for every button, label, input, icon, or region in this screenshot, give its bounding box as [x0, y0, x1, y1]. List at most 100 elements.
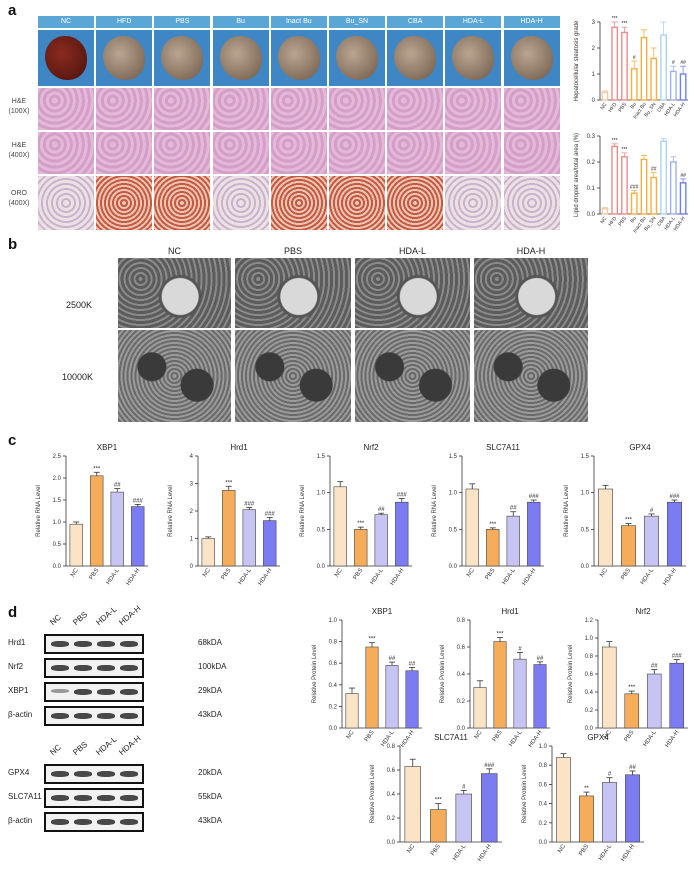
- rna-hrd1-chart: Hrd1 Relative RNA Level 0 1 2 3 4 NC *** PBS ### HD…: [168, 443, 280, 587]
- significance-label: ***: [435, 798, 443, 804]
- bar: [669, 662, 685, 729]
- significance-label: ##: [629, 765, 636, 771]
- tem-10000k-image: [118, 330, 231, 422]
- liver-specimen: [452, 36, 495, 80]
- group-header: PBS: [154, 16, 211, 28]
- bar: [506, 515, 520, 567]
- blot-band: [120, 795, 138, 801]
- x-tick-label: NC: [557, 843, 567, 854]
- bar: [650, 176, 658, 215]
- blot-protein-label: Nrf2: [8, 662, 24, 671]
- y-tick-label: 2: [190, 509, 194, 515]
- significance-label: ###: [484, 763, 495, 769]
- blot-band: [120, 665, 138, 671]
- bar: [624, 693, 640, 729]
- western-blot-area: NC PBS HDA-L HDA-H Hrd1 68kDA Nrf2 100kDA XBP1 29…: [0, 600, 300, 869]
- row-label-he-400x: H&E (400X): [8, 142, 30, 159]
- x-tick-label: PBS: [221, 568, 233, 581]
- y-tick-label: 0.2: [585, 708, 594, 714]
- y-tick-label: 0.5: [317, 527, 326, 533]
- bar: [354, 529, 368, 567]
- x-tick-label: HDA-H: [662, 568, 678, 587]
- liver-specimen: [394, 36, 437, 80]
- rna-xbp1-chart: XBP1 Relative RNA Level 0.0 0.5 1.0 1.5 2.0 2.5…: [36, 443, 148, 587]
- bar: [365, 646, 379, 729]
- y-tick-label: 0.0: [585, 726, 594, 732]
- bar: [669, 161, 677, 215]
- y-tick-label: 0.8: [585, 654, 594, 660]
- x-tick-label: HDA-H: [390, 568, 406, 587]
- y-axis-label: Relative Protein Level: [440, 645, 446, 703]
- blot-lane-header: HDA-L: [94, 734, 119, 757]
- y-tick-label: 0.1: [587, 186, 596, 192]
- significance-label: ##: [537, 656, 544, 662]
- y-tick-label: 0.4: [539, 802, 548, 808]
- y-tick-label: 1.0: [585, 636, 594, 642]
- y-axis-label: Hepatocellular steatosis grade: [574, 20, 580, 101]
- x-tick-label: HDA-H: [258, 568, 274, 587]
- he-100x-image: [212, 88, 269, 130]
- y-tick-label: 0.2: [587, 160, 596, 166]
- rna-nrf2-chart: Nrf2 Relative RNA Level 0.0 0.5 1.0 1.5 NC *** P…: [300, 443, 412, 587]
- liver-photo: [38, 30, 94, 86]
- x-tick-label: CBA: [656, 215, 667, 227]
- oro-400x-image: [503, 176, 560, 230]
- bar: [660, 34, 667, 101]
- y-tick-label: 0.0: [53, 564, 62, 570]
- tem-10000k-image: [474, 330, 588, 422]
- bar: [669, 70, 677, 101]
- x-tick-label: HDA-H: [665, 730, 681, 749]
- x-tick-label: NC: [599, 567, 609, 578]
- x-tick-label: PBS: [492, 730, 504, 743]
- blot-band: [51, 689, 69, 693]
- bar: [385, 665, 399, 729]
- x-tick-label: HFD: [607, 215, 618, 227]
- y-tick-label: 1.5: [581, 454, 590, 460]
- y-tick-label: 0: [592, 98, 596, 104]
- y-axis-label: Relative Protein Level: [522, 765, 528, 823]
- y-tick-label: 0.5: [53, 542, 62, 548]
- bar: [611, 145, 619, 215]
- protein-nrf2-chart: Nrf2 Relative Protein Level 0.0 0.2 0.4 0.6 0.…: [568, 607, 688, 749]
- significance-label: ###: [630, 185, 639, 191]
- liver-photo: [503, 30, 560, 86]
- significance-label: ***: [368, 637, 376, 643]
- x-tick-label: PBS: [353, 568, 365, 581]
- x-tick-label: CBA: [656, 101, 667, 113]
- y-tick-label: 0.2: [457, 699, 466, 705]
- liver-photo: [387, 30, 444, 86]
- bar: [533, 664, 547, 729]
- y-tick-label: 0.2: [539, 821, 548, 827]
- panel-letter-c: c: [8, 432, 17, 449]
- he-100x-image: [329, 88, 385, 130]
- histology-grid: NC HFD PBS Bu Inact Bu Bu_SN CBA HDA-L HDA-H: [0, 0, 560, 240]
- significance-label: ***: [622, 147, 628, 153]
- y-tick-label: 1.2: [585, 618, 594, 624]
- bar: [405, 670, 419, 729]
- y-tick-label: 2: [592, 46, 596, 52]
- bar: [465, 488, 479, 567]
- y-axis-label: Relative RNA Level: [564, 485, 570, 537]
- blot-band: [74, 641, 92, 647]
- protein-hrd1-chart: Hrd1 Relative Protein Level 0.0 0.2 0.4 0.6 0.…: [440, 607, 550, 749]
- significance-label: ##: [651, 166, 657, 172]
- x-tick-label: HDA-L: [452, 843, 468, 862]
- bar: [640, 158, 648, 215]
- significance-label: ##: [680, 60, 686, 66]
- panel-letter-b: b: [8, 236, 18, 253]
- bar: [621, 525, 636, 567]
- he-400x-image: [212, 132, 269, 174]
- bar: [473, 687, 487, 729]
- blot-lane-header: NC: [48, 742, 63, 757]
- rna-slc7a11-chart: SLC7A11 Relative RNA Level 0.0 0.5 1.0 1.5 NC *…: [432, 443, 544, 587]
- y-axis-label: Lipid droplet area/total area (%): [574, 133, 580, 217]
- chart-title: GPX4: [629, 443, 651, 452]
- y-tick-label: 0: [190, 564, 194, 570]
- bar: [679, 73, 687, 101]
- x-tick-label: HDA-H: [126, 568, 142, 587]
- tem-row-10000k: 10000K: [62, 372, 94, 382]
- significance-label: ***: [357, 521, 365, 527]
- he-100x-image: [387, 88, 444, 130]
- x-tick-label: HDA-H: [522, 568, 538, 587]
- bar: [646, 673, 662, 729]
